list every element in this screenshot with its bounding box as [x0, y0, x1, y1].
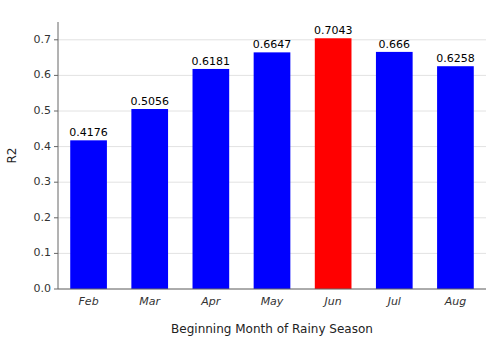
- tick-mark: [54, 111, 58, 112]
- data-label: 0.6258: [436, 52, 475, 65]
- chart-container: 0.0 0.1 0.2 0.3 0.4 0.5 0.6 0.7 0.4176 0.5056 0.61…: [0, 0, 500, 345]
- category-label: May: [261, 295, 284, 308]
- data-label: 0.6647: [253, 38, 292, 51]
- bar: [70, 140, 107, 289]
- tick-mark: [54, 253, 58, 254]
- tick-label: 0.3: [34, 175, 52, 188]
- bars: [70, 38, 474, 289]
- x-axis-title: Beginning Month of Rainy Season: [171, 322, 373, 336]
- data-label: 0.6181: [192, 55, 231, 68]
- data-label: 0.5056: [130, 95, 169, 108]
- data-label: 0.4176: [69, 126, 108, 139]
- category-label: Jul: [386, 295, 401, 308]
- tick-mark: [54, 39, 58, 40]
- tick-label: 0.4: [34, 140, 52, 153]
- grid: [58, 40, 486, 289]
- bar: [131, 109, 168, 289]
- bar: [315, 38, 352, 289]
- tick-label: 0.5: [34, 104, 52, 117]
- category-label: Aug: [444, 295, 466, 308]
- tick-label: 0.1: [34, 246, 52, 259]
- tick-label: 0.0: [34, 282, 52, 295]
- x-axis-line: [58, 289, 486, 290]
- bar: [437, 66, 474, 289]
- data-label: 0.7043: [314, 24, 353, 37]
- tick-mark: [54, 182, 58, 183]
- data-label: 0.666: [379, 38, 411, 51]
- tick-mark: [54, 146, 58, 147]
- category-label: Feb: [79, 295, 99, 308]
- tick-label: 0.6: [34, 68, 52, 81]
- category-label: Mar: [139, 295, 161, 308]
- y-axis-line: [58, 22, 59, 289]
- category-label: Jun: [323, 295, 342, 308]
- data-labels: 0.4176 0.5056 0.6181 0.6647 0.7043 0.666 0.625…: [69, 24, 474, 139]
- category-label: Apr: [200, 295, 222, 308]
- tick-mark: [54, 75, 58, 76]
- tick-mark: [54, 289, 58, 290]
- tick-label: 0.2: [34, 211, 52, 224]
- tick-mark: [54, 217, 58, 218]
- tick-label: 0.7: [34, 33, 52, 46]
- y-axis-title: R2: [5, 148, 19, 164]
- bar: [254, 52, 291, 289]
- bar: [193, 69, 230, 289]
- bar: [376, 52, 413, 289]
- y-axis: 0.0 0.1 0.2 0.3 0.4 0.5 0.6 0.7: [34, 33, 59, 295]
- x-axis: Feb Mar Apr May Jun Jul Aug: [79, 295, 467, 308]
- grid-line: [58, 289, 486, 290]
- chart: 0.0 0.1 0.2 0.3 0.4 0.5 0.6 0.7 0.4176 0.5056 0.61…: [0, 0, 500, 345]
